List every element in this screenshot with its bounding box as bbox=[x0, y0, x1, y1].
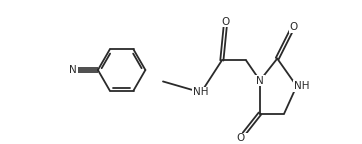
Text: O: O bbox=[236, 133, 244, 143]
Text: O: O bbox=[221, 17, 230, 27]
Text: O: O bbox=[290, 22, 298, 32]
Text: N: N bbox=[68, 65, 76, 75]
Text: N: N bbox=[256, 76, 264, 86]
Text: NH: NH bbox=[193, 87, 209, 97]
Text: NH: NH bbox=[294, 81, 309, 91]
